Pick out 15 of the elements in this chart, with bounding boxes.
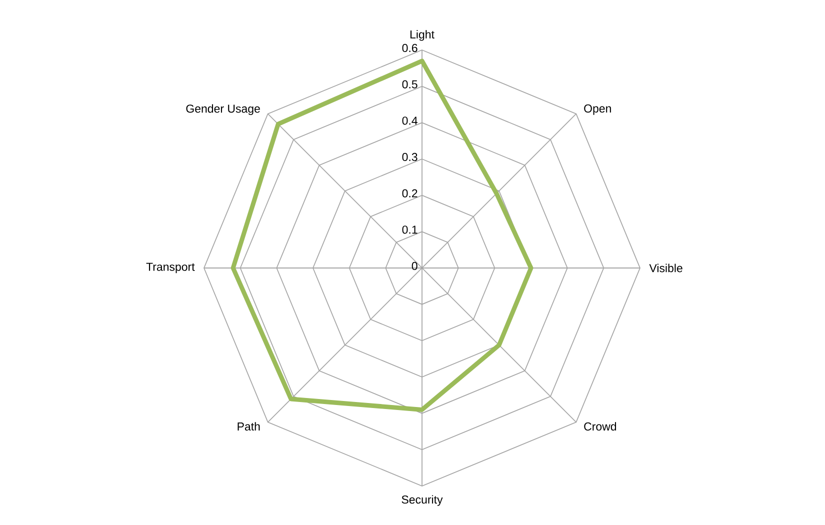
- y-tick-label: 0.4: [402, 116, 418, 125]
- y-tick-label: 0: [412, 262, 418, 270]
- spoke-label: Light: [410, 30, 434, 41]
- spoke-label: Security: [402, 495, 443, 506]
- spoke-label: Visible: [649, 264, 682, 272]
- spoke-label: Gender Usage: [186, 104, 260, 116]
- y-tick-label: 0.6: [402, 44, 418, 52]
- spoke-label: Open: [584, 104, 611, 115]
- y-tick-label: 0.3: [402, 152, 418, 162]
- y-tick-label: 0.2: [402, 189, 418, 198]
- spoke-label: Path: [238, 422, 260, 431]
- spoke-label: Transport: [146, 262, 195, 274]
- y-tick-label: 0.1: [402, 226, 418, 234]
- spoke-label: Crowd: [584, 422, 616, 431]
- y-tick-label: 0.5: [402, 80, 418, 88]
